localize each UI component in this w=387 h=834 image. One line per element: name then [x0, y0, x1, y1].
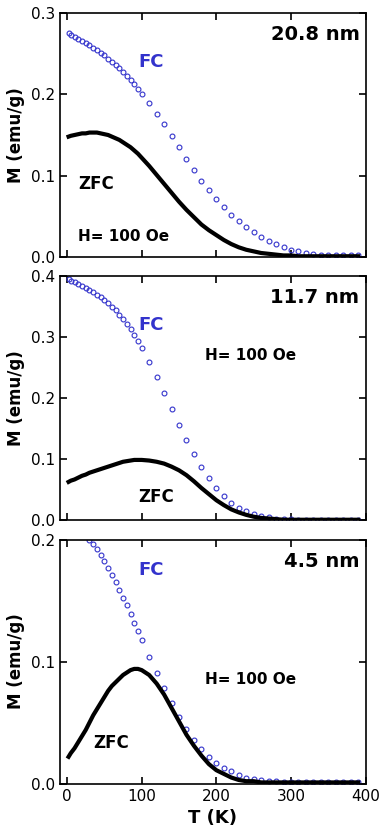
Y-axis label: M (emu/g): M (emu/g): [7, 87, 25, 183]
Text: ZFC: ZFC: [93, 735, 129, 752]
Text: 11.7 nm: 11.7 nm: [271, 289, 360, 308]
Text: ZFC: ZFC: [138, 488, 174, 506]
Y-axis label: M (emu/g): M (emu/g): [7, 350, 25, 446]
X-axis label: T (K): T (K): [188, 809, 237, 827]
Text: H= 100 Oe: H= 100 Oe: [78, 229, 170, 244]
Text: FC: FC: [138, 53, 163, 71]
Y-axis label: M (emu/g): M (emu/g): [7, 614, 25, 710]
Text: H= 100 Oe: H= 100 Oe: [205, 348, 296, 363]
Text: ZFC: ZFC: [78, 175, 114, 193]
Text: FC: FC: [138, 316, 163, 334]
Text: FC: FC: [138, 561, 163, 579]
Text: H= 100 Oe: H= 100 Oe: [205, 672, 296, 687]
Text: 20.8 nm: 20.8 nm: [271, 25, 360, 44]
Text: 4.5 nm: 4.5 nm: [284, 552, 360, 570]
